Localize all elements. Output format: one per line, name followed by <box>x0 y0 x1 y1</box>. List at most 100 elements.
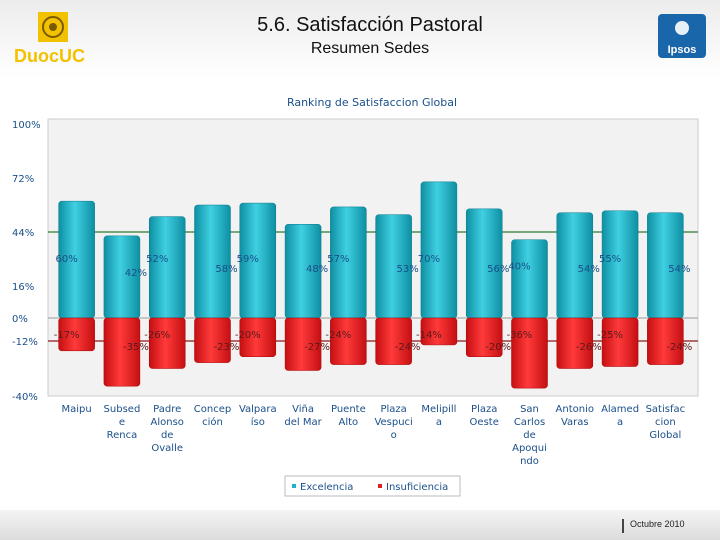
y-tick-label: -12% <box>12 337 38 348</box>
footer-date: Octubre 2010 <box>630 519 685 529</box>
y-tick-label: -40% <box>12 392 38 403</box>
ipsos-badge-icon <box>658 14 706 58</box>
x-category-label: Satisfac <box>646 404 686 415</box>
x-category-label: Padre <box>153 404 181 415</box>
x-category-label: ción <box>202 416 223 428</box>
x-category-label: Ovalle <box>151 443 183 454</box>
value-label-positive: 48% <box>306 264 328 275</box>
x-category-label: ndo <box>520 456 539 467</box>
x-category-label: Vespuci <box>374 417 412 428</box>
y-tick-label: 16% <box>12 282 34 293</box>
bar-insuficiencia <box>647 317 684 365</box>
value-label-positive: 40% <box>508 262 530 273</box>
x-category-label: Apoqui <box>512 443 547 454</box>
value-label-negative: -36% <box>507 330 533 341</box>
y-tick-label: 72% <box>12 174 34 185</box>
legend: Excelencia Insuficiencia <box>284 475 461 497</box>
bar-insuficiencia <box>148 317 186 369</box>
x-category-label: e <box>119 417 125 428</box>
satisfaction-chart: Ranking de Satisfaccion Global 60% -17% 42… <box>12 96 699 497</box>
bar-insuficiencia <box>284 317 322 371</box>
ipsos-logo: Ipsos <box>658 14 706 58</box>
legend-label-insuficiencia: Insuficiencia <box>386 482 448 493</box>
value-label-positive: 53% <box>397 264 419 275</box>
legend-box <box>284 475 461 497</box>
duocuc-logo: DuocUC <box>14 12 85 66</box>
bar-insuficiencia <box>420 317 458 346</box>
x-category-label: San <box>520 404 539 415</box>
value-label-negative: -17% <box>54 330 80 341</box>
logo-left-text: DuocUC <box>14 46 85 66</box>
y-tick-label: 100% <box>12 120 41 131</box>
x-category-label: de <box>523 430 536 441</box>
legend-swatch-insuficiencia <box>378 484 382 488</box>
value-label-positive: 59% <box>237 254 259 265</box>
value-label-negative: -24% <box>395 342 421 353</box>
x-category-label: a <box>436 417 442 428</box>
x-category-label: Subsed <box>104 404 141 415</box>
value-label-negative: -23% <box>214 342 240 353</box>
bar-insuficiencia <box>465 317 503 357</box>
logo-right-text: Ipsos <box>668 44 697 56</box>
y-tick-label: 0% <box>12 314 28 325</box>
x-category-label: a <box>617 417 623 428</box>
value-label-positive: 55% <box>599 254 621 265</box>
bar-insuficiencia <box>330 317 367 365</box>
x-category-label: Melipill <box>421 404 456 415</box>
x-category-label: del Mar <box>284 417 322 428</box>
value-label-positive: 54% <box>578 264 600 275</box>
footer-divider <box>622 519 624 533</box>
x-category-label: Maipu <box>62 404 92 415</box>
value-label-positive: 52% <box>146 254 168 265</box>
value-label-negative: -24% <box>666 342 692 353</box>
x-category-label: Renca <box>107 430 138 441</box>
page-title: 5.6. Satisfacción Pastoral <box>257 14 483 36</box>
value-label-negative: -26% <box>576 342 602 353</box>
bar-insuficiencia <box>511 317 548 389</box>
bar-insuficiencia <box>239 317 277 357</box>
y-tick-label: 44% <box>12 228 34 239</box>
value-label-negative: -35% <box>123 342 149 353</box>
value-label-negative: -20% <box>235 330 261 341</box>
bar-insuficiencia <box>194 317 231 363</box>
x-category-label: Alto <box>339 417 359 428</box>
x-category-label: cion <box>655 417 676 428</box>
value-label-positive: 57% <box>327 254 349 265</box>
x-category-label: Concep <box>194 404 231 415</box>
value-label-positive: 70% <box>418 254 440 265</box>
x-category-label: Plaza <box>380 404 406 415</box>
x-category-label: Valpara <box>239 404 277 415</box>
bar-insuficiencia <box>58 317 95 352</box>
bar-excelencia <box>420 181 458 319</box>
legend-label-excelencia: Excelencia <box>300 482 353 493</box>
x-category-label: Carlos <box>514 417 545 428</box>
value-label-positive: 58% <box>215 264 237 275</box>
value-label-positive: 42% <box>125 268 147 279</box>
value-label-positive: 54% <box>668 264 690 275</box>
x-category-label: Puente <box>331 404 366 415</box>
value-label-negative: -14% <box>416 330 442 341</box>
x-category-label: Alamed <box>601 404 639 415</box>
x-category-label: Antonio <box>556 404 594 415</box>
bar-excelencia <box>511 239 548 319</box>
chart-title: Ranking de Satisfaccion Global <box>287 96 457 109</box>
x-category-label: íso <box>251 416 265 428</box>
x-category-label: Global <box>649 430 681 441</box>
page-subtitle: Resumen Sedes <box>310 40 430 57</box>
bar-excelencia <box>148 216 186 319</box>
value-label-negative: -26% <box>144 330 170 341</box>
x-category-label: o <box>391 430 397 441</box>
bar-insuficiencia <box>375 317 412 365</box>
value-label-positive: 56% <box>487 264 509 275</box>
bar-insuficiencia <box>556 317 594 369</box>
value-label-negative: -25% <box>597 330 623 341</box>
value-label-negative: -24% <box>325 330 351 341</box>
value-label-positive: 60% <box>56 254 78 265</box>
value-label-negative: -20% <box>485 342 511 353</box>
x-category-label: Alonso <box>151 417 184 428</box>
bar-insuficiencia <box>103 317 141 387</box>
footer-band <box>0 510 720 540</box>
x-category-label: Plaza <box>471 404 497 415</box>
x-category-label: Viña <box>292 404 314 415</box>
header-band <box>0 0 720 78</box>
